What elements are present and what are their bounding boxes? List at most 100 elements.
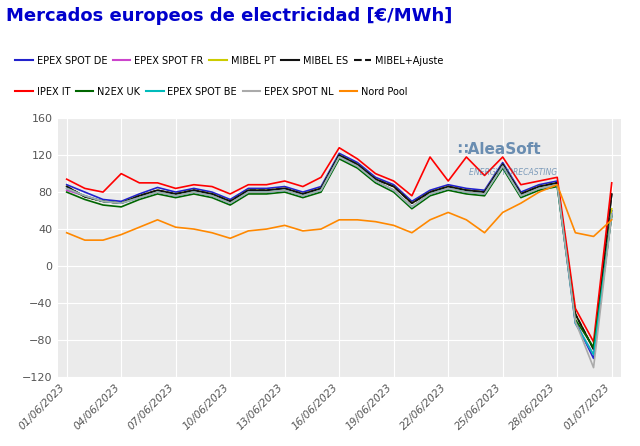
MIBEL PT <box>81 194 89 199</box>
MIBEL ES <box>99 198 107 204</box>
EPEX SPOT DE <box>136 191 143 197</box>
MIBEL ES <box>481 190 488 195</box>
Nord Pool <box>353 217 361 223</box>
EPEX SPOT BE <box>81 193 89 198</box>
EPEX SPOT BE <box>353 164 361 169</box>
EPEX SPOT NL <box>353 164 361 169</box>
Text: Mercados europeos de electricidad [€/MWh]: Mercados europeos de electricidad [€/MWh… <box>6 7 452 25</box>
EPEX SPOT FR <box>372 178 380 184</box>
MIBEL ES <box>154 188 161 193</box>
MIBEL+Ajuste <box>572 311 579 317</box>
EPEX SPOT NL <box>335 154 343 160</box>
Nord Pool <box>244 228 252 234</box>
Nord Pool <box>426 217 434 223</box>
N2EX UK <box>426 193 434 198</box>
EPEX SPOT DE <box>463 186 470 191</box>
EPEX SPOT BE <box>117 201 125 206</box>
IPEX IT <box>408 193 416 198</box>
MIBEL PT <box>481 190 488 195</box>
IPEX IT <box>499 154 506 160</box>
IPEX IT <box>572 306 579 311</box>
IPEX IT <box>117 171 125 176</box>
EPEX SPOT NL <box>117 201 125 206</box>
MIBEL+Ajuste <box>353 162 361 167</box>
EPEX SPOT DE <box>608 208 616 213</box>
IPEX IT <box>99 190 107 195</box>
EPEX SPOT FR <box>281 188 289 193</box>
MIBEL PT <box>408 201 416 206</box>
EPEX SPOT DE <box>63 182 70 187</box>
EPEX SPOT NL <box>535 186 543 191</box>
MIBEL PT <box>281 186 289 191</box>
EPEX SPOT BE <box>172 193 180 198</box>
EPEX SPOT DE <box>244 186 252 191</box>
MIBEL PT <box>463 188 470 193</box>
EPEX SPOT FR <box>444 186 452 191</box>
MIBEL ES <box>463 188 470 193</box>
MIBEL ES <box>63 184 70 189</box>
IPEX IT <box>554 175 561 180</box>
MIBEL PT <box>262 188 270 193</box>
MIBEL+Ajuste <box>154 188 161 193</box>
IPEX IT <box>154 180 161 186</box>
EPEX SPOT NL <box>554 182 561 187</box>
EPEX SPOT NL <box>262 190 270 195</box>
Nord Pool <box>172 224 180 230</box>
EPEX SPOT NL <box>426 191 434 197</box>
MIBEL PT <box>426 190 434 195</box>
Line: MIBEL+Ajuste: MIBEL+Ajuste <box>67 155 612 349</box>
Nord Pool <box>589 234 597 239</box>
N2EX UK <box>136 197 143 202</box>
EPEX SPOT NL <box>99 198 107 204</box>
EPEX SPOT BE <box>426 191 434 197</box>
N2EX UK <box>535 188 543 193</box>
EPEX SPOT BE <box>208 193 216 198</box>
MIBEL PT <box>444 184 452 189</box>
EPEX SPOT NL <box>81 193 89 198</box>
EPEX SPOT BE <box>299 193 307 198</box>
N2EX UK <box>208 195 216 200</box>
MIBEL PT <box>317 186 325 191</box>
Line: MIBEL ES: MIBEL ES <box>67 155 612 349</box>
MIBEL ES <box>390 184 397 189</box>
IPEX IT <box>608 180 616 186</box>
IPEX IT <box>335 145 343 150</box>
IPEX IT <box>317 175 325 180</box>
MIBEL PT <box>499 162 506 167</box>
MIBEL ES <box>517 191 525 197</box>
EPEX SPOT NL <box>517 193 525 198</box>
IPEX IT <box>390 178 397 184</box>
EPEX SPOT BE <box>390 188 397 193</box>
Line: EPEX SPOT BE: EPEX SPOT BE <box>67 157 612 355</box>
EPEX SPOT FR <box>608 211 616 217</box>
EPEX SPOT BE <box>589 352 597 357</box>
MIBEL PT <box>154 188 161 193</box>
IPEX IT <box>172 186 180 191</box>
Nord Pool <box>572 230 579 235</box>
Nord Pool <box>481 230 488 235</box>
Nord Pool <box>281 223 289 228</box>
EPEX SPOT BE <box>317 188 325 193</box>
Nord Pool <box>136 224 143 230</box>
N2EX UK <box>444 188 452 193</box>
EPEX SPOT NL <box>390 188 397 193</box>
MIBEL+Ajuste <box>535 184 543 189</box>
Line: EPEX SPOT FR: EPEX SPOT FR <box>67 157 612 355</box>
EPEX SPOT BE <box>499 164 506 169</box>
EPEX SPOT DE <box>554 178 561 184</box>
IPEX IT <box>81 186 89 191</box>
EPEX SPOT DE <box>262 186 270 191</box>
EPEX SPOT FR <box>572 321 579 326</box>
MIBEL PT <box>172 191 180 197</box>
Legend: IPEX IT, N2EX UK, EPEX SPOT BE, EPEX SPOT NL, Nord Pool: IPEX IT, N2EX UK, EPEX SPOT BE, EPEX SPO… <box>12 83 412 101</box>
EPEX SPOT NL <box>499 164 506 169</box>
EPEX SPOT NL <box>608 211 616 217</box>
MIBEL+Ajuste <box>227 198 234 204</box>
Line: IPEX IT: IPEX IT <box>67 148 612 342</box>
N2EX UK <box>99 202 107 208</box>
MIBEL PT <box>136 193 143 198</box>
EPEX SPOT DE <box>353 160 361 165</box>
EPEX SPOT BE <box>227 201 234 206</box>
N2EX UK <box>517 195 525 200</box>
EPEX SPOT DE <box>208 190 216 195</box>
